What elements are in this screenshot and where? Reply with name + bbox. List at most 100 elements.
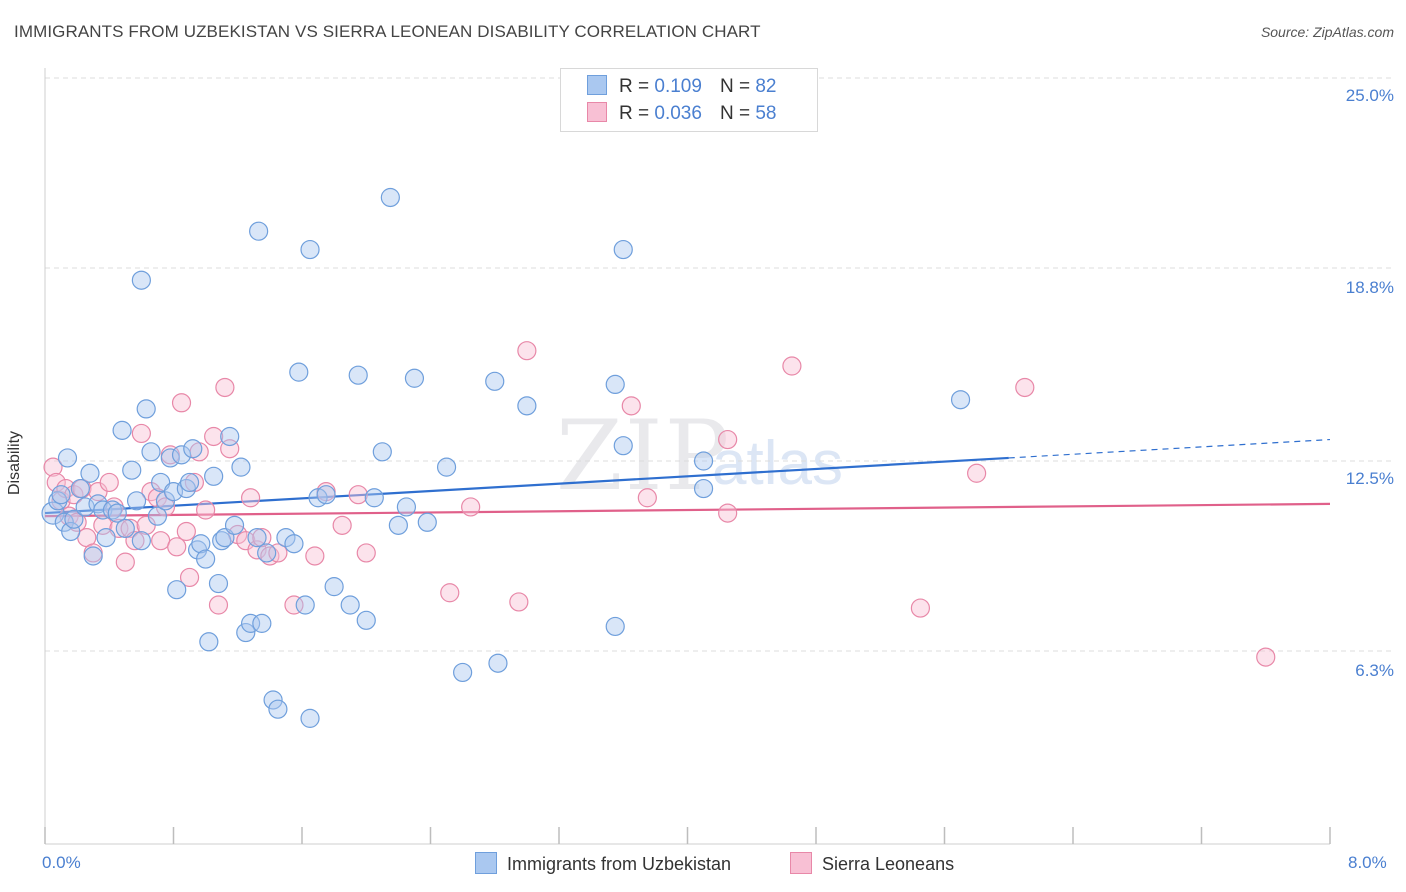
point-uzbekistan xyxy=(136,399,156,419)
point-uzbekistan xyxy=(236,622,256,643)
point-uzbekistan xyxy=(388,515,408,535)
point-uzbekistan xyxy=(252,613,272,633)
point-uzbekistan xyxy=(126,491,147,511)
point-uzbekistan xyxy=(950,390,971,410)
point-sierra-leonean xyxy=(517,341,537,361)
point-sierra-leonean xyxy=(215,377,235,398)
point-uzbekistan xyxy=(249,221,269,241)
point-uzbekistan xyxy=(295,595,315,615)
point-uzbekistan xyxy=(693,451,714,471)
point-uzbekistan xyxy=(167,580,187,600)
legend-swatch-pink xyxy=(587,102,607,122)
point-sierra-leonean xyxy=(176,521,196,542)
point-sierra-leonean xyxy=(208,595,229,615)
point-sierra-leonean xyxy=(621,396,641,416)
r-label: R = xyxy=(619,76,650,97)
point-uzbekistan xyxy=(263,690,283,710)
data-points xyxy=(41,187,1276,728)
point-uzbekistan xyxy=(485,371,505,391)
point-sierra-leonean xyxy=(440,583,460,603)
point-sierra-leonean xyxy=(43,457,63,477)
grid-lines xyxy=(45,77,1392,652)
legend-item-sierra-leonean: Sierra Leoneans xyxy=(790,852,954,876)
point-uzbekistan xyxy=(284,534,304,554)
point-sierra-leonean xyxy=(115,552,135,572)
point-uzbekistan xyxy=(356,610,376,630)
y-tick-label-25: 25.0% xyxy=(1345,86,1394,105)
watermark-zip: ZIP xyxy=(556,400,732,512)
point-sierra-leonean xyxy=(171,393,192,413)
point-uzbekistan xyxy=(93,500,113,520)
point-uzbekistan xyxy=(517,396,537,416)
point-sierra-leonean xyxy=(967,463,987,483)
point-uzbekistan xyxy=(96,527,116,548)
point-uzbekistan xyxy=(196,549,216,569)
r-value-sierra-leonean: 0.036 xyxy=(654,103,702,124)
point-uzbekistan xyxy=(212,531,232,551)
point-sierra-leonean xyxy=(167,537,187,557)
point-sierra-leonean xyxy=(99,472,119,493)
point-uzbekistan xyxy=(141,442,161,462)
point-uzbekistan xyxy=(300,708,320,728)
point-uzbekistan xyxy=(488,653,508,673)
trend-line-uzbekistan xyxy=(44,456,1009,515)
point-uzbekistan xyxy=(348,365,368,385)
point-uzbekistan xyxy=(204,466,224,486)
point-uzbekistan xyxy=(224,515,245,535)
r-value-uzbekistan: 0.109 xyxy=(654,76,702,97)
point-uzbekistan xyxy=(693,478,714,499)
point-sierra-leonean xyxy=(131,423,151,444)
point-sierra-leonean xyxy=(1256,647,1276,667)
n-value-uzbekistan: 82 xyxy=(755,76,777,97)
point-sierra-leonean xyxy=(332,515,352,535)
point-sierra-leonean xyxy=(910,598,931,618)
point-uzbekistan xyxy=(83,546,103,566)
trend-lines xyxy=(44,438,1331,518)
point-uzbekistan xyxy=(247,527,267,548)
point-uzbekistan xyxy=(268,699,288,719)
legend-row-uzbekistan: R = 0.109 N = 82 xyxy=(587,75,776,99)
point-uzbekistan xyxy=(171,445,192,465)
point-sierra-leonean xyxy=(305,546,325,566)
point-uzbekistan xyxy=(417,512,437,532)
legend-label-sierra-leonean: Sierra Leoneans xyxy=(822,854,955,874)
point-sierra-leonean xyxy=(637,488,657,508)
point-uzbekistan xyxy=(436,457,457,477)
r-label: R = xyxy=(619,103,650,124)
x-tick-label-min: 0.0% xyxy=(42,853,81,872)
n-label: N = xyxy=(719,103,751,124)
point-uzbekistan xyxy=(364,488,384,508)
point-uzbekistan xyxy=(241,613,261,633)
point-sierra-leonean xyxy=(120,518,140,539)
point-uzbekistan xyxy=(64,509,84,529)
legend-label-uzbekistan: Immigrants from Uzbekistan xyxy=(507,854,732,874)
legend-swatch-blue xyxy=(587,75,607,95)
point-uzbekistan xyxy=(613,239,633,260)
point-sierra-leonean xyxy=(718,503,738,523)
point-uzbekistan xyxy=(147,506,168,526)
point-uzbekistan xyxy=(160,448,180,468)
watermark-atlas: atlas xyxy=(712,429,843,498)
correlation-legend: R = 0.109 N = 82 R = 0.036 N = 58 xyxy=(560,68,818,132)
point-sierra-leonean xyxy=(196,500,216,520)
point-uzbekistan xyxy=(80,463,100,483)
point-uzbekistan xyxy=(131,270,151,290)
point-sierra-leonean xyxy=(241,488,261,508)
point-uzbekistan xyxy=(57,448,78,468)
point-uzbekistan xyxy=(115,518,135,539)
n-label: N = xyxy=(719,76,751,97)
point-uzbekistan xyxy=(183,439,203,459)
y-tick-label-12-5: 12.5% xyxy=(1345,469,1394,488)
y-tick-label-18-8: 18.8% xyxy=(1345,278,1394,297)
point-sierra-leonean xyxy=(1015,377,1035,398)
point-uzbekistan xyxy=(396,497,417,517)
point-uzbekistan xyxy=(107,503,127,523)
point-uzbekistan xyxy=(453,662,473,683)
point-uzbekistan xyxy=(220,426,240,447)
point-uzbekistan xyxy=(257,543,277,563)
point-sierra-leonean xyxy=(782,356,802,376)
point-uzbekistan xyxy=(199,632,219,652)
point-sierra-leonean xyxy=(461,497,481,517)
axes xyxy=(44,68,1331,845)
